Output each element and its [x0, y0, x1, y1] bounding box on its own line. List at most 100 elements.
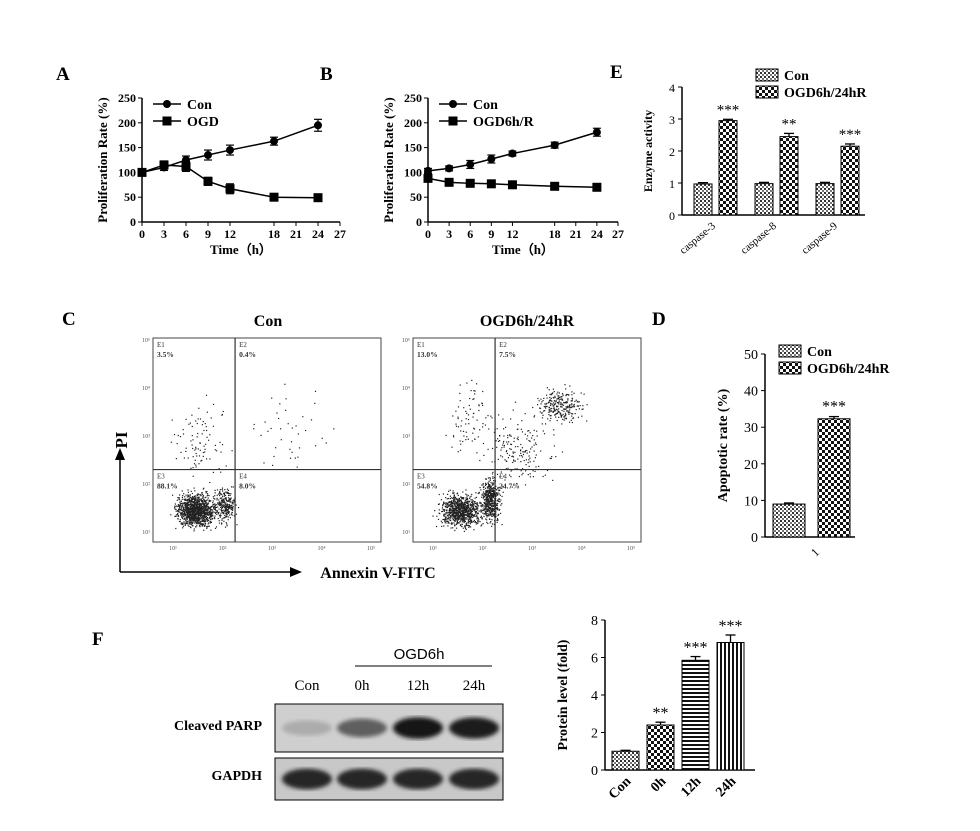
event-dot — [536, 430, 538, 432]
event-dot — [498, 513, 500, 515]
event-dot — [184, 498, 187, 500]
event-dot — [482, 426, 484, 428]
event-dot — [489, 485, 491, 487]
event-dot — [485, 514, 487, 516]
event-dot — [465, 489, 467, 491]
event-dot — [280, 439, 282, 441]
event-dot — [481, 494, 483, 496]
event-dot — [201, 500, 203, 502]
event-dot — [489, 478, 491, 480]
event-dot — [495, 507, 497, 509]
event-dot — [221, 488, 223, 491]
event-dot — [202, 500, 204, 502]
event-dot — [475, 511, 478, 513]
event-dot — [455, 510, 457, 512]
event-dot — [202, 511, 204, 513]
event-dot — [180, 504, 182, 506]
event-dot — [565, 395, 567, 397]
event-dot — [199, 513, 201, 515]
event-dot — [454, 503, 456, 506]
event-dot — [540, 398, 542, 400]
legend-swatch — [778, 361, 802, 375]
event-dot — [179, 511, 181, 513]
event-dot — [202, 451, 204, 454]
event-dot — [229, 494, 231, 496]
event-dot — [472, 509, 474, 511]
event-dot — [564, 415, 567, 417]
event-dot — [484, 502, 486, 504]
event-dot — [198, 497, 200, 500]
event-dot — [482, 523, 484, 525]
x-tick-label: 24 — [591, 227, 603, 241]
event-dot — [543, 410, 545, 412]
data-point — [423, 173, 433, 183]
event-dot — [231, 504, 233, 506]
event-dot — [190, 523, 192, 525]
legend-label: OGD6h/R — [473, 115, 535, 130]
event-dot — [202, 518, 204, 520]
data-point — [507, 180, 517, 190]
event-dot — [472, 508, 474, 510]
event-dot — [545, 405, 547, 407]
event-dot — [206, 509, 208, 511]
event-dot — [453, 513, 455, 515]
event-dot — [509, 435, 511, 437]
event-dot — [573, 405, 576, 407]
event-dot — [532, 470, 534, 472]
event-dot — [191, 444, 193, 446]
event-dot — [195, 464, 197, 466]
event-dot — [197, 506, 199, 508]
y-tick-label: 8 — [591, 614, 598, 629]
event-dot — [486, 499, 489, 501]
event-dot — [208, 522, 210, 524]
event-dot — [470, 503, 472, 506]
x-tick-label: caspase-8 — [738, 220, 779, 257]
event-dot — [193, 501, 195, 504]
event-dot — [441, 522, 443, 524]
event-dot — [463, 510, 465, 512]
event-dot — [222, 501, 225, 504]
event-dot — [231, 511, 233, 514]
event-dot — [202, 496, 204, 498]
event-dot — [492, 471, 494, 473]
event-dot — [481, 524, 483, 526]
event-dot — [216, 511, 218, 513]
event-dot — [482, 484, 484, 486]
event-dot — [488, 515, 490, 517]
event-dot — [487, 509, 490, 511]
event-dot — [458, 498, 460, 500]
event-dot — [295, 425, 297, 427]
event-dot — [196, 514, 198, 516]
event-dot — [453, 517, 455, 519]
event-dot — [487, 510, 489, 512]
event-dot — [474, 501, 476, 503]
event-dot — [200, 514, 202, 516]
event-dot — [204, 504, 206, 506]
event-dot — [183, 508, 185, 510]
event-dot — [450, 497, 452, 499]
event-dot — [568, 413, 570, 415]
event-dot — [209, 513, 211, 516]
event-dot — [219, 489, 221, 491]
event-dot — [208, 439, 210, 441]
event-dot — [573, 403, 575, 405]
event-dot — [195, 446, 197, 448]
event-dot — [554, 414, 556, 416]
event-dot — [198, 496, 200, 498]
event-dot — [494, 481, 496, 484]
event-dot — [467, 502, 469, 504]
flow-x-tick-label: 10² — [479, 546, 487, 552]
event-dot — [186, 499, 188, 501]
event-dot — [469, 523, 471, 525]
event-dot — [447, 503, 449, 505]
event-dot — [182, 523, 184, 525]
event-dot — [189, 518, 191, 520]
event-dot — [494, 508, 496, 510]
event-dot — [491, 525, 493, 527]
event-dot — [181, 517, 184, 520]
event-dot — [452, 497, 454, 499]
event-dot — [451, 510, 453, 512]
event-dot — [560, 406, 562, 408]
event-dot — [443, 513, 445, 515]
event-dot — [482, 482, 484, 485]
